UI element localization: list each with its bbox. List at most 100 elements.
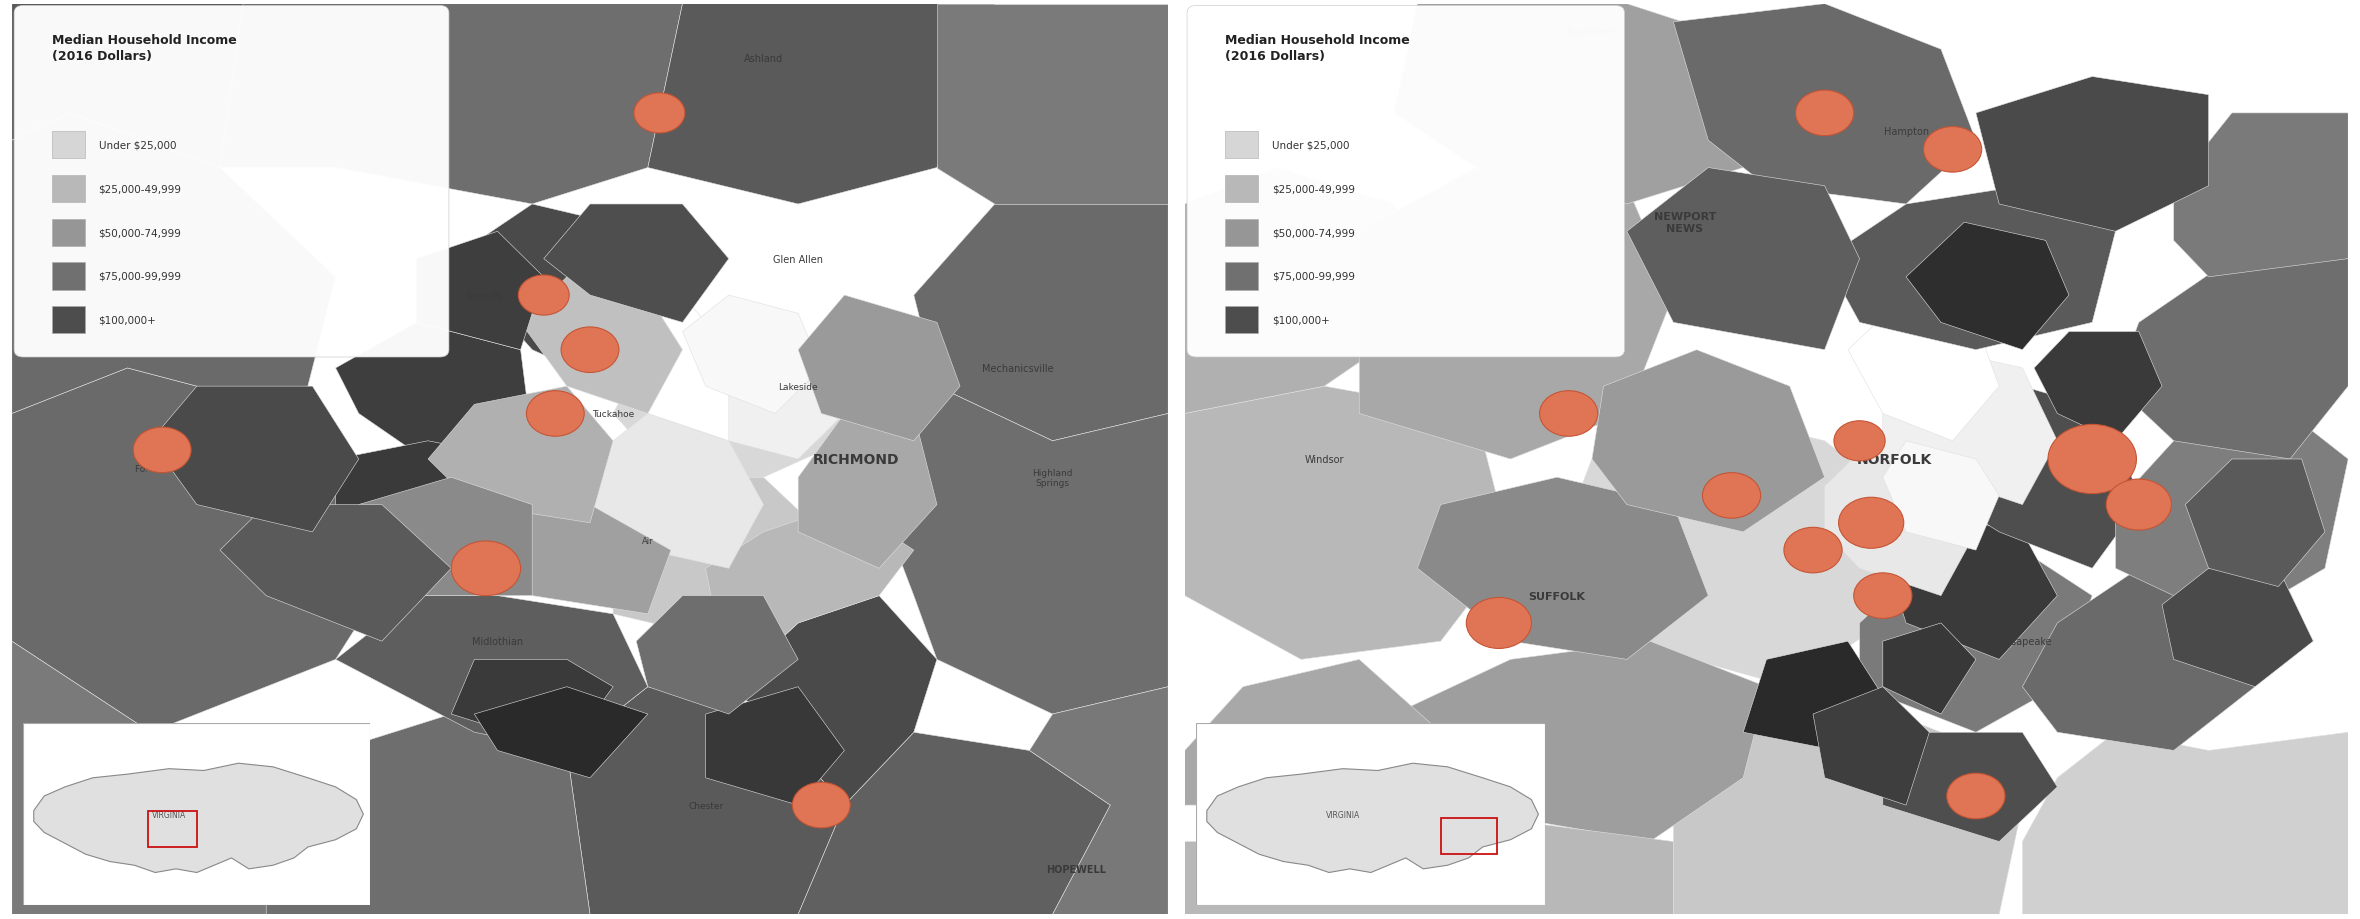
Polygon shape xyxy=(1824,187,2115,350)
Text: Median Household Income
(2016 Dollars): Median Household Income (2016 Dollars) xyxy=(1225,34,1411,62)
Polygon shape xyxy=(1812,687,1930,805)
Polygon shape xyxy=(267,714,590,914)
Polygon shape xyxy=(729,596,937,805)
Text: Rushmere: Rushmere xyxy=(1567,27,1617,37)
Text: RICHMOND: RICHMOND xyxy=(812,452,899,467)
Polygon shape xyxy=(1824,441,1975,596)
Polygon shape xyxy=(878,387,1168,714)
Circle shape xyxy=(451,541,522,596)
Polygon shape xyxy=(1558,414,1907,687)
Polygon shape xyxy=(798,414,937,569)
Polygon shape xyxy=(1883,350,2058,505)
Circle shape xyxy=(793,782,850,828)
Text: $50,000-74,999: $50,000-74,999 xyxy=(99,228,182,238)
Polygon shape xyxy=(151,387,359,532)
Polygon shape xyxy=(2115,414,2348,623)
Circle shape xyxy=(526,391,585,437)
Text: NEWPORT
NEWS: NEWPORT NEWS xyxy=(1654,212,1716,233)
Polygon shape xyxy=(647,5,996,205)
Circle shape xyxy=(1838,498,1905,549)
Polygon shape xyxy=(706,505,913,687)
Polygon shape xyxy=(1185,660,1440,823)
Polygon shape xyxy=(219,505,451,641)
Polygon shape xyxy=(614,323,845,478)
Text: Lakeside: Lakeside xyxy=(779,382,819,391)
Bar xyxy=(1225,220,1258,246)
FancyBboxPatch shape xyxy=(14,6,448,357)
Text: Mechanicsville: Mechanicsville xyxy=(982,364,1053,373)
Polygon shape xyxy=(1848,296,1999,441)
Polygon shape xyxy=(1883,514,2058,660)
Bar xyxy=(52,220,85,246)
FancyBboxPatch shape xyxy=(1187,6,1624,357)
Circle shape xyxy=(1784,528,1843,573)
Text: Under $25,000: Under $25,000 xyxy=(1272,141,1350,151)
Text: Chester: Chester xyxy=(689,800,722,810)
Polygon shape xyxy=(2174,114,2348,278)
Polygon shape xyxy=(590,414,765,569)
Polygon shape xyxy=(2185,460,2325,587)
Polygon shape xyxy=(219,5,682,205)
Text: Under $25,000: Under $25,000 xyxy=(99,141,177,151)
Text: $75,000-99,999: $75,000-99,999 xyxy=(1272,272,1355,281)
Text: Windsor: Windsor xyxy=(1305,455,1345,464)
Polygon shape xyxy=(335,323,533,478)
Text: Air: Air xyxy=(642,537,654,546)
Polygon shape xyxy=(1395,641,1765,842)
Bar xyxy=(1225,307,1258,334)
Text: Chesapeake: Chesapeake xyxy=(1992,637,2053,646)
Bar xyxy=(52,176,85,203)
Circle shape xyxy=(2105,480,2171,530)
Text: $100,000+: $100,000+ xyxy=(99,315,156,325)
Polygon shape xyxy=(451,660,614,751)
Polygon shape xyxy=(2034,332,2162,441)
Circle shape xyxy=(1834,421,1886,461)
Polygon shape xyxy=(1359,168,1673,460)
Circle shape xyxy=(1923,128,1982,173)
Polygon shape xyxy=(1418,478,1709,660)
Polygon shape xyxy=(1940,387,2138,569)
Circle shape xyxy=(1796,91,1853,137)
Polygon shape xyxy=(798,296,961,441)
Polygon shape xyxy=(2023,569,2256,751)
Polygon shape xyxy=(12,369,415,732)
Text: Glen Allen: Glen Allen xyxy=(774,255,824,265)
Circle shape xyxy=(1702,473,1761,518)
Polygon shape xyxy=(1883,441,1999,550)
Text: Midlothian: Midlothian xyxy=(472,637,524,646)
Polygon shape xyxy=(913,205,1168,441)
Polygon shape xyxy=(566,687,845,914)
Text: $25,000-49,999: $25,000-49,999 xyxy=(1272,185,1355,194)
Polygon shape xyxy=(798,732,1109,914)
Polygon shape xyxy=(1744,641,1883,751)
Bar xyxy=(52,307,85,334)
Text: Short Pu.: Short Pu. xyxy=(467,291,505,301)
Text: Hampton: Hampton xyxy=(1883,127,1928,137)
Text: HOPEWELL: HOPEWELL xyxy=(1045,864,1107,874)
Circle shape xyxy=(635,94,684,134)
Polygon shape xyxy=(2023,732,2348,914)
Polygon shape xyxy=(637,596,798,714)
Text: $100,000+: $100,000+ xyxy=(1272,315,1329,325)
Polygon shape xyxy=(2162,569,2313,687)
Polygon shape xyxy=(682,323,845,460)
Polygon shape xyxy=(1395,5,1765,205)
Polygon shape xyxy=(1673,5,1975,205)
Text: NORFOLK: NORFOLK xyxy=(1857,452,1933,467)
Bar xyxy=(52,263,85,290)
Text: Median Household Income
(2016 Dollars): Median Household Income (2016 Dollars) xyxy=(52,34,236,62)
Bar xyxy=(1225,263,1258,290)
Text: Ashland: Ashland xyxy=(743,54,784,64)
Polygon shape xyxy=(1860,550,2093,732)
Polygon shape xyxy=(335,441,533,569)
Polygon shape xyxy=(335,596,647,751)
Text: Highland
Springs: Highland Springs xyxy=(1031,468,1074,487)
Polygon shape xyxy=(1673,687,2023,914)
Text: SUFFOLK: SUFFOLK xyxy=(1529,591,1586,601)
Bar xyxy=(52,132,85,159)
Polygon shape xyxy=(1883,623,1975,714)
Polygon shape xyxy=(522,278,682,414)
Polygon shape xyxy=(451,205,682,387)
Circle shape xyxy=(2048,425,2136,494)
Polygon shape xyxy=(1185,823,1673,914)
